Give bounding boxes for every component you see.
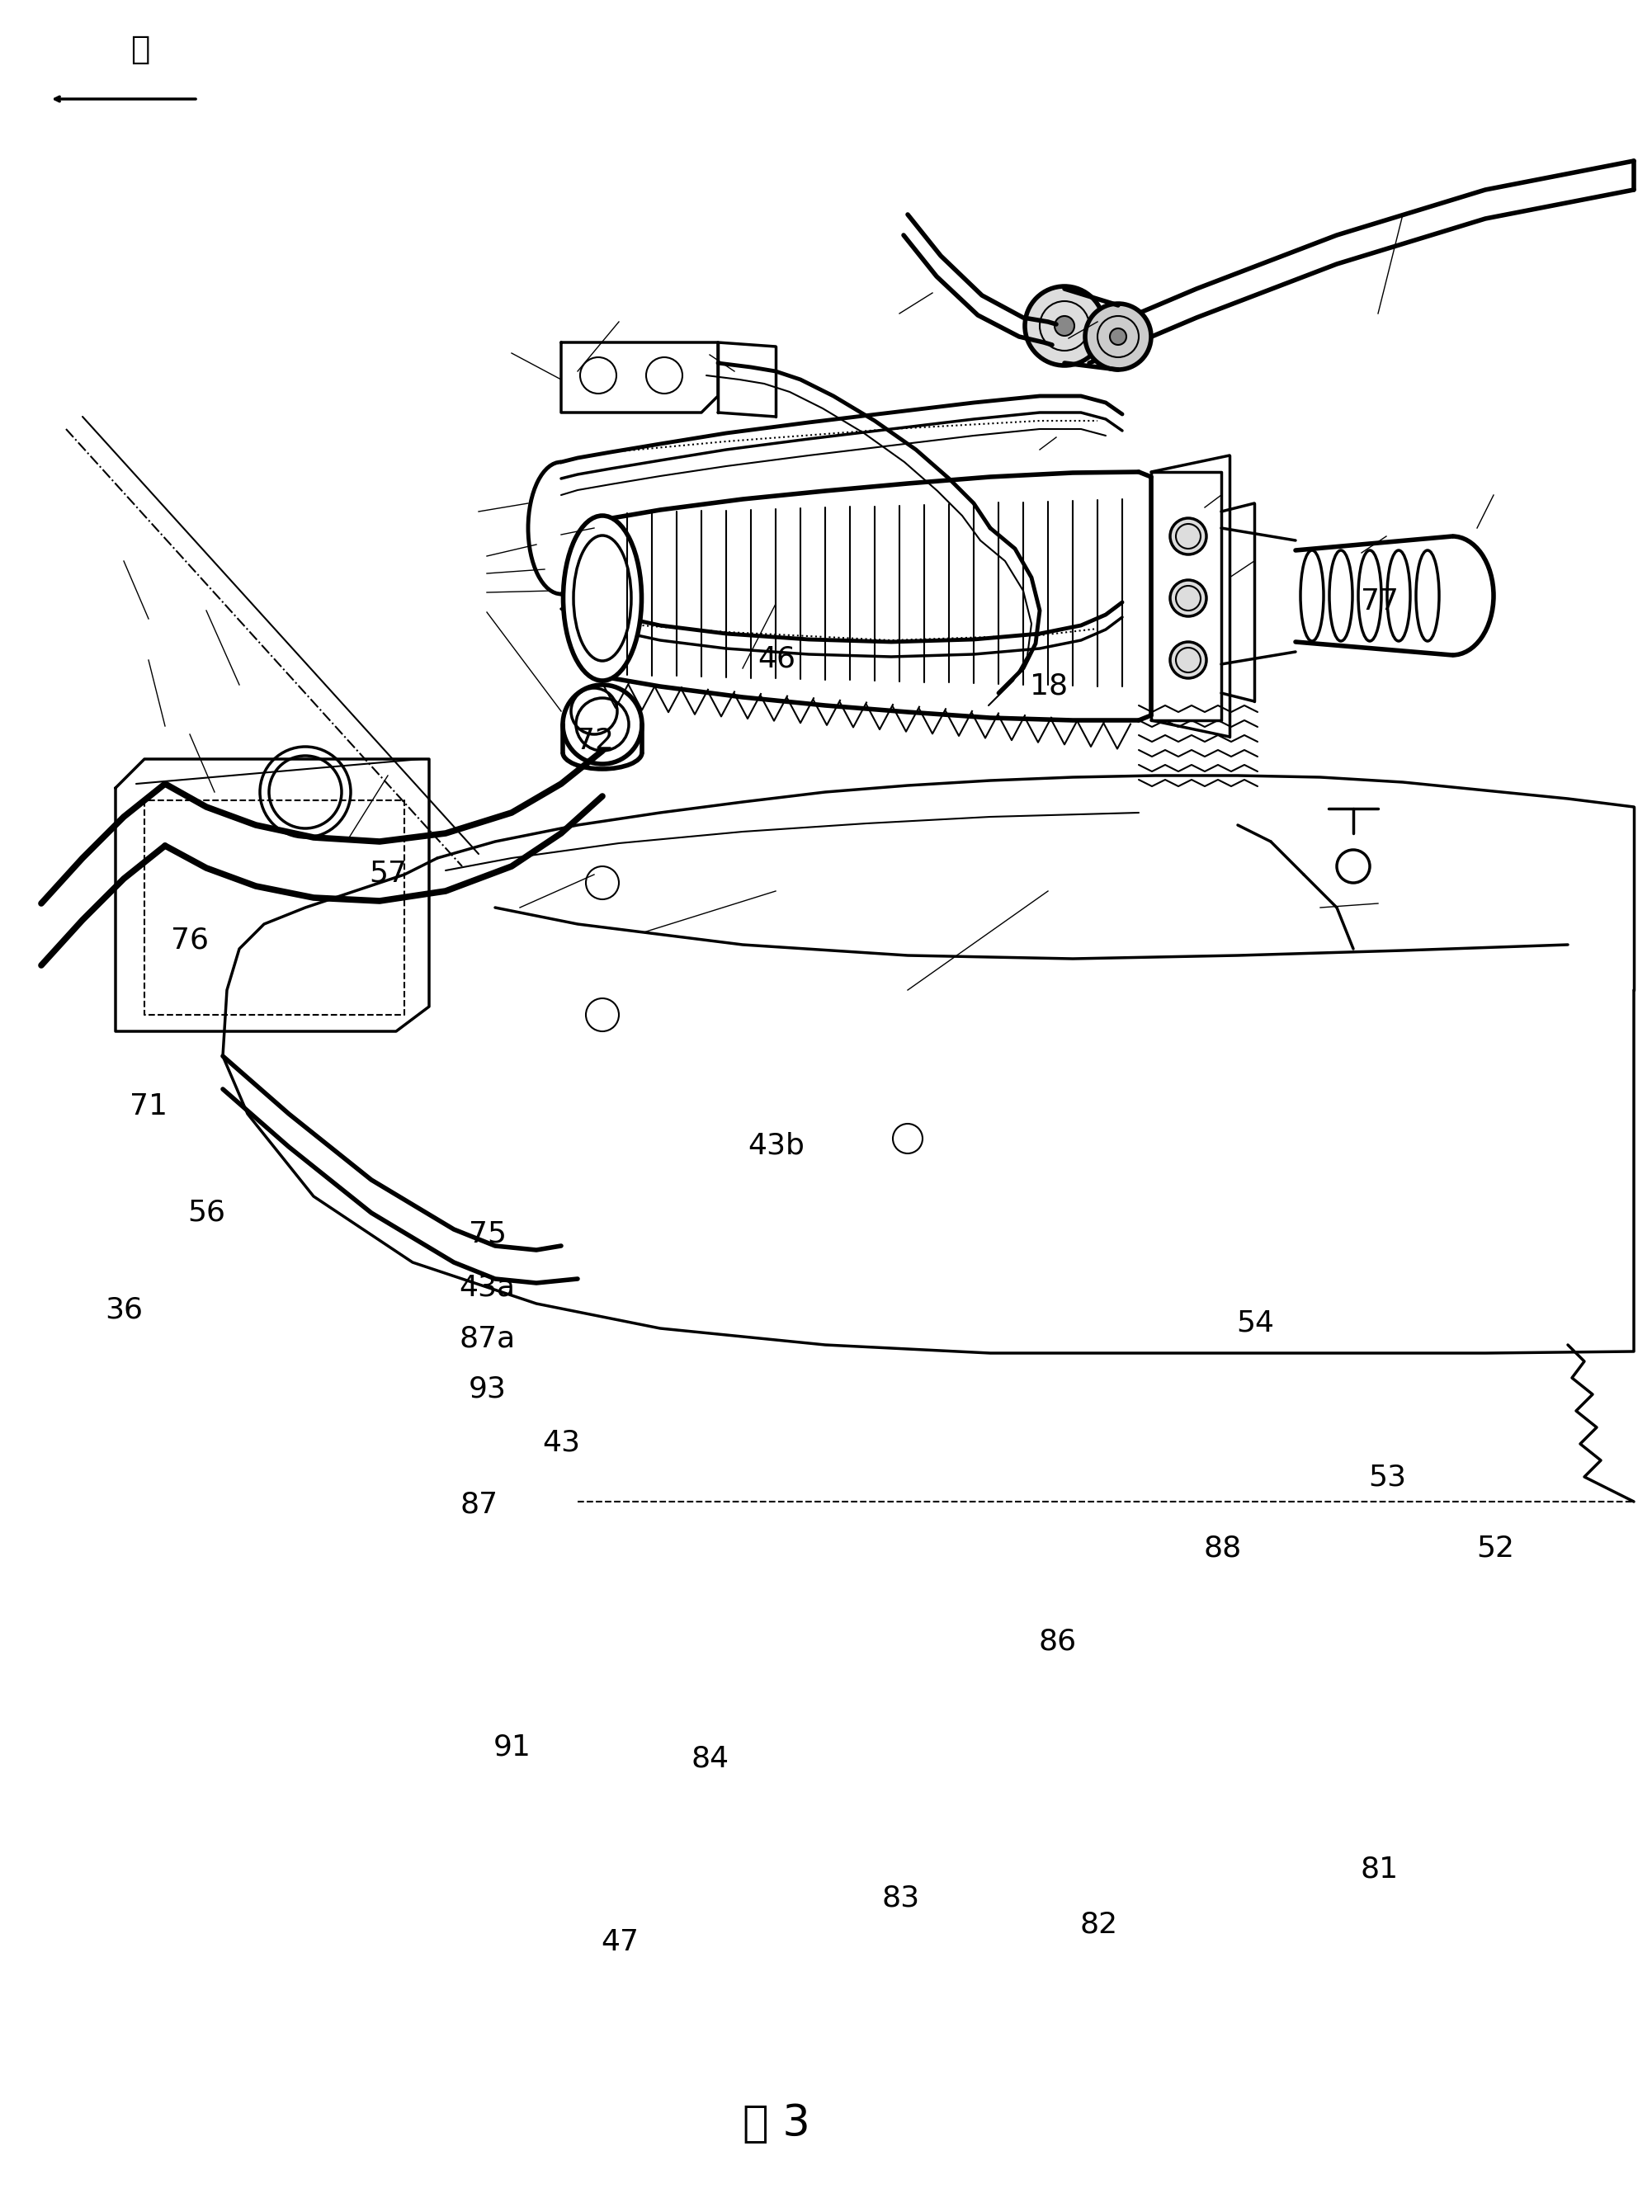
Text: 52: 52 bbox=[1477, 1535, 1513, 1562]
Text: 前: 前 bbox=[131, 33, 150, 64]
Ellipse shape bbox=[563, 515, 641, 681]
Text: 57: 57 bbox=[370, 860, 406, 887]
Circle shape bbox=[1054, 316, 1074, 336]
Text: 71: 71 bbox=[131, 1093, 167, 1119]
Circle shape bbox=[1170, 518, 1206, 555]
Polygon shape bbox=[562, 343, 719, 411]
Circle shape bbox=[1085, 303, 1151, 369]
Polygon shape bbox=[116, 759, 430, 1031]
Text: 72: 72 bbox=[577, 728, 613, 754]
Text: 图 3: 图 3 bbox=[743, 2101, 809, 2146]
Text: 93: 93 bbox=[469, 1376, 506, 1402]
Circle shape bbox=[1170, 580, 1206, 617]
Text: 43: 43 bbox=[544, 1429, 580, 1455]
Text: 91: 91 bbox=[494, 1734, 530, 1761]
Text: 54: 54 bbox=[1237, 1310, 1274, 1336]
Text: 75: 75 bbox=[469, 1221, 506, 1248]
Text: 87: 87 bbox=[459, 1491, 499, 1517]
Text: 43b: 43b bbox=[748, 1133, 805, 1159]
Text: 84: 84 bbox=[691, 1745, 730, 1772]
Circle shape bbox=[1170, 641, 1206, 679]
Text: 46: 46 bbox=[758, 646, 795, 672]
Text: 53: 53 bbox=[1370, 1464, 1406, 1491]
Circle shape bbox=[1024, 285, 1104, 365]
Text: 81: 81 bbox=[1360, 1856, 1399, 1882]
Text: 36: 36 bbox=[106, 1296, 142, 1323]
Polygon shape bbox=[1151, 471, 1221, 721]
Text: 88: 88 bbox=[1203, 1535, 1242, 1562]
Text: 86: 86 bbox=[1037, 1628, 1077, 1655]
Text: 47: 47 bbox=[601, 1929, 638, 1955]
Circle shape bbox=[1110, 327, 1127, 345]
Text: 18: 18 bbox=[1029, 672, 1069, 699]
Text: 83: 83 bbox=[881, 1885, 920, 1911]
Text: 76: 76 bbox=[172, 927, 208, 953]
Text: 82: 82 bbox=[1079, 1911, 1118, 1938]
Text: 87a: 87a bbox=[459, 1325, 515, 1352]
Text: 56: 56 bbox=[188, 1199, 225, 1225]
Text: 77: 77 bbox=[1361, 588, 1398, 615]
Text: 43a: 43a bbox=[459, 1274, 515, 1301]
